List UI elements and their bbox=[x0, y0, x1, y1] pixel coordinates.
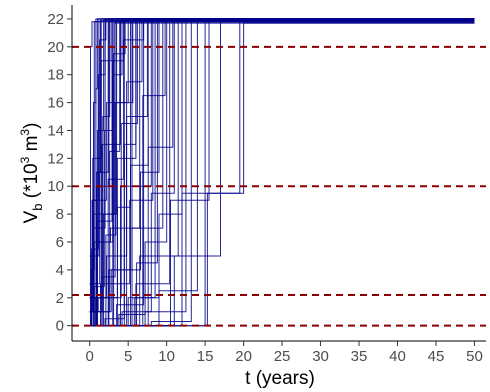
series-line-59 bbox=[89, 19, 475, 313]
series-line-14 bbox=[89, 18, 475, 285]
x-tick-label: 45 bbox=[428, 348, 445, 365]
series-line-60 bbox=[89, 18, 475, 327]
reference-lines bbox=[72, 45, 486, 327]
y-tick-label: 2 bbox=[56, 290, 64, 307]
y-axis-title-units-prefix: (*10 bbox=[21, 163, 42, 203]
series-line-58 bbox=[89, 18, 475, 327]
y-axis-title: Vb (*103 m3) bbox=[18, 123, 45, 224]
x-tick-label: 35 bbox=[351, 348, 368, 365]
y-axis-title-units-mid: m bbox=[21, 136, 42, 157]
y-axis-title-base: V bbox=[21, 210, 42, 223]
y-axis-title-units-suffix: ) bbox=[21, 123, 42, 129]
y-tick-label: 0 bbox=[56, 318, 64, 335]
x-tick-label: 25 bbox=[274, 348, 291, 365]
y-axis-title-exp2: 3 bbox=[18, 129, 32, 136]
series-line-30 bbox=[89, 18, 475, 327]
x-tick-label: 50 bbox=[466, 348, 483, 365]
y-tick-label: 20 bbox=[47, 39, 64, 56]
x-tick-label: 0 bbox=[86, 348, 94, 365]
series-line-32 bbox=[89, 18, 475, 327]
x-tick-label: 30 bbox=[312, 348, 329, 365]
y-tick-label: 8 bbox=[56, 206, 64, 223]
series-line-56 bbox=[89, 18, 475, 327]
y-tick-label: 22 bbox=[47, 11, 64, 28]
x-axis-title: t (years) bbox=[245, 368, 315, 389]
x-tick-label: 10 bbox=[158, 348, 175, 365]
series-line-40 bbox=[89, 22, 475, 327]
series-line-26 bbox=[89, 19, 475, 313]
series-line-57 bbox=[89, 21, 475, 327]
x-tick-label: 15 bbox=[197, 348, 214, 365]
series-line-23 bbox=[89, 18, 475, 327]
x-tick-label: 40 bbox=[389, 348, 406, 365]
y-ticks: 0 2 4 6 8 10 12 14 16 18 20 22 bbox=[47, 11, 72, 335]
series-line-28 bbox=[89, 21, 475, 327]
x-tick-label: 5 bbox=[124, 348, 132, 365]
y-axis-title-exp1: 3 bbox=[18, 156, 32, 163]
y-tick-label: 12 bbox=[47, 150, 64, 167]
y-tick-label: 16 bbox=[47, 95, 64, 112]
y-tick-label: 6 bbox=[56, 234, 64, 251]
x-ticks: 0 5 10 15 20 25 30 35 40 45 50 bbox=[86, 341, 483, 365]
y-tick-label: 18 bbox=[47, 67, 64, 84]
y-tick-label: 10 bbox=[47, 178, 64, 195]
y-tick-label: 4 bbox=[56, 262, 64, 279]
y-axis-title-subscript: b bbox=[30, 204, 45, 211]
y-tick-label: 14 bbox=[47, 122, 64, 139]
x-tick-label: 20 bbox=[235, 348, 252, 365]
axes bbox=[71, 5, 486, 342]
